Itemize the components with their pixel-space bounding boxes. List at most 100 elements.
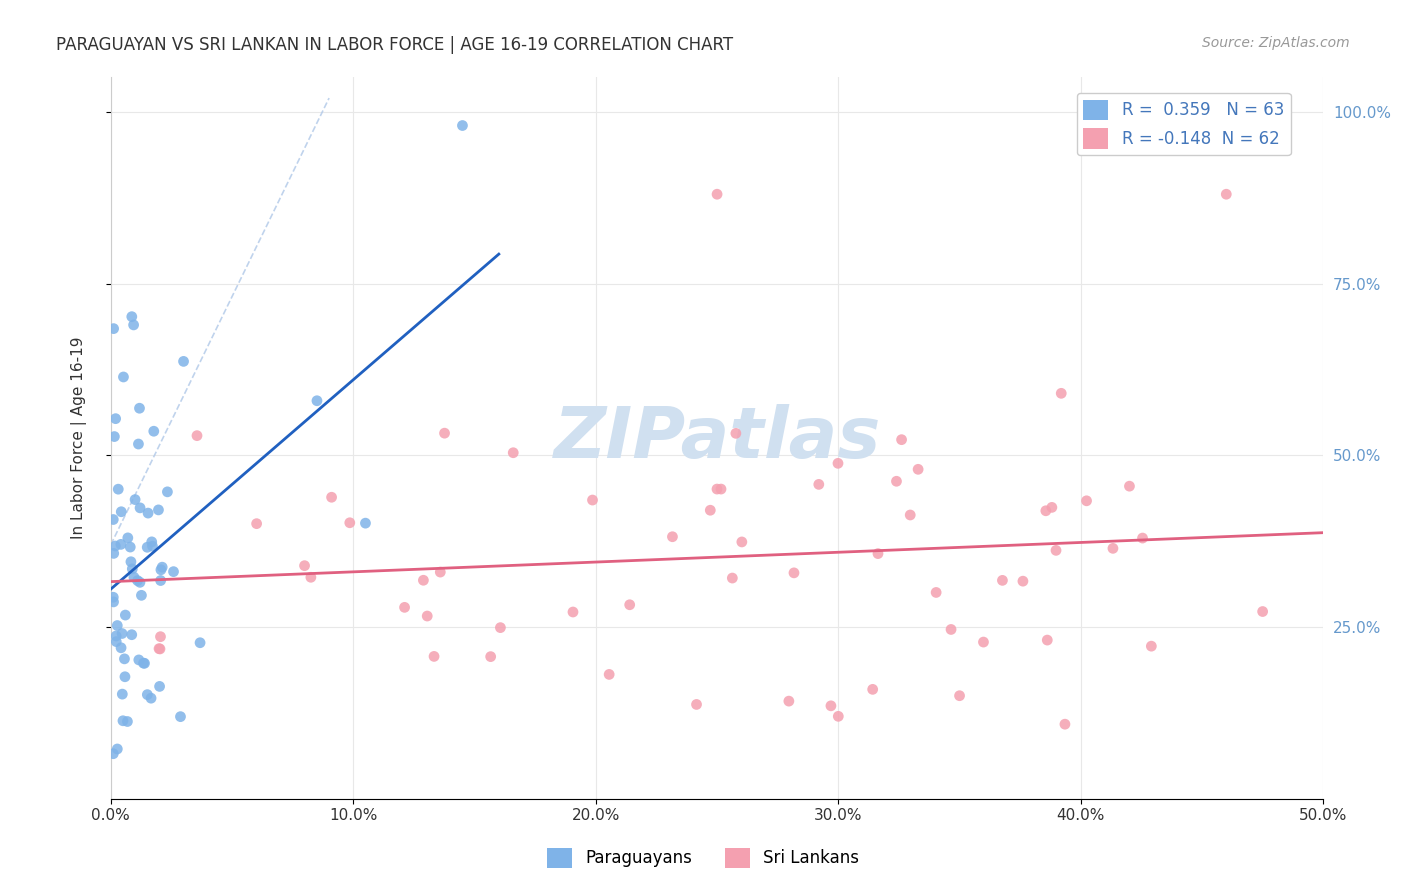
Point xyxy=(103,546,125,560)
Text: Source: ZipAtlas.com: Source: ZipAtlas.com xyxy=(1202,36,1350,50)
Point xyxy=(991,574,1014,588)
Point xyxy=(339,516,361,530)
Point xyxy=(149,563,172,577)
Point xyxy=(866,547,889,561)
Point xyxy=(619,598,641,612)
Point xyxy=(121,310,143,324)
Point xyxy=(394,600,416,615)
Point xyxy=(706,482,728,496)
Point xyxy=(110,537,132,551)
Point xyxy=(103,747,125,761)
Point xyxy=(107,482,129,496)
Point xyxy=(149,642,172,657)
Point xyxy=(1050,386,1073,401)
Point xyxy=(721,571,744,585)
Point xyxy=(1140,639,1163,653)
Text: ZIPatlas: ZIPatlas xyxy=(554,403,880,473)
Point xyxy=(136,506,159,520)
Point xyxy=(246,516,269,531)
Point xyxy=(886,475,908,489)
Point xyxy=(120,540,142,554)
Point xyxy=(103,591,125,605)
Point xyxy=(827,709,849,723)
Point xyxy=(321,490,343,504)
Point xyxy=(598,667,620,681)
Point xyxy=(131,588,153,602)
Point xyxy=(141,539,163,553)
Point xyxy=(1215,187,1237,202)
Point xyxy=(122,318,145,332)
Point xyxy=(104,411,127,425)
Point xyxy=(925,585,948,599)
Text: PARAGUAYAN VS SRI LANKAN IN LABOR FORCE | AGE 16-19 CORRELATION CHART: PARAGUAYAN VS SRI LANKAN IN LABOR FORCE … xyxy=(56,36,734,54)
Point xyxy=(778,694,800,708)
Point xyxy=(502,446,524,460)
Point xyxy=(661,530,683,544)
Point xyxy=(907,462,929,476)
Point xyxy=(1012,574,1035,589)
Point xyxy=(699,503,721,517)
Point xyxy=(124,492,146,507)
Point xyxy=(1251,605,1274,619)
Point xyxy=(827,456,849,470)
Y-axis label: In Labor Force | Age 16-19: In Labor Force | Age 16-19 xyxy=(72,337,87,540)
Point xyxy=(141,534,163,549)
Point xyxy=(807,477,830,491)
Point xyxy=(724,426,747,441)
Point xyxy=(416,609,439,624)
Legend: R =  0.359   N = 63, R = -0.148  N = 62: R = 0.359 N = 63, R = -0.148 N = 62 xyxy=(1077,93,1291,155)
Point xyxy=(150,560,173,574)
Point xyxy=(685,698,707,712)
Point xyxy=(169,709,191,723)
Point xyxy=(103,595,125,609)
Point xyxy=(706,187,728,202)
Point xyxy=(103,512,125,526)
Point xyxy=(114,670,136,684)
Point xyxy=(562,605,585,619)
Point xyxy=(121,562,143,576)
Point xyxy=(186,428,208,442)
Point xyxy=(479,649,502,664)
Point xyxy=(354,516,377,531)
Point xyxy=(134,657,156,671)
Point xyxy=(129,575,152,590)
Point xyxy=(294,558,316,573)
Point xyxy=(104,539,127,553)
Point xyxy=(433,426,456,441)
Point xyxy=(1045,543,1067,558)
Point xyxy=(890,433,912,447)
Point xyxy=(114,652,136,666)
Point xyxy=(122,570,145,584)
Point xyxy=(489,621,512,635)
Point xyxy=(581,493,603,508)
Point xyxy=(1036,633,1059,648)
Point xyxy=(105,618,128,632)
Point xyxy=(136,688,159,702)
Point xyxy=(939,623,962,637)
Point xyxy=(173,354,195,368)
Point xyxy=(1102,541,1125,556)
Point xyxy=(105,629,128,643)
Point xyxy=(783,566,806,580)
Point xyxy=(156,484,179,499)
Point xyxy=(731,535,754,549)
Point xyxy=(898,508,921,522)
Point xyxy=(423,649,446,664)
Point xyxy=(111,687,134,701)
Point xyxy=(112,370,135,384)
Point xyxy=(142,424,165,438)
Point xyxy=(127,574,149,588)
Point xyxy=(451,119,474,133)
Point xyxy=(1035,504,1057,518)
Point xyxy=(299,570,322,584)
Point xyxy=(148,641,170,656)
Point xyxy=(1076,493,1098,508)
Point xyxy=(105,634,128,648)
Point xyxy=(139,691,162,706)
Point xyxy=(114,608,136,623)
Point xyxy=(188,636,211,650)
Point xyxy=(111,714,134,728)
Point xyxy=(117,714,139,729)
Point xyxy=(820,698,842,713)
Point xyxy=(710,482,733,496)
